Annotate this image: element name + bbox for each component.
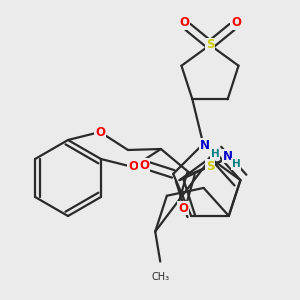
Text: O: O bbox=[179, 16, 189, 29]
Text: O: O bbox=[128, 160, 138, 173]
Text: N: N bbox=[200, 140, 210, 152]
Text: S: S bbox=[206, 38, 214, 52]
Text: N: N bbox=[223, 149, 233, 163]
Text: CH₃: CH₃ bbox=[151, 272, 169, 281]
Text: O: O bbox=[95, 125, 105, 139]
Text: H: H bbox=[211, 149, 220, 159]
Text: O: O bbox=[231, 16, 241, 29]
Text: H: H bbox=[232, 159, 240, 169]
Text: S: S bbox=[206, 160, 214, 172]
Text: O: O bbox=[178, 202, 188, 214]
Text: O: O bbox=[139, 159, 149, 172]
